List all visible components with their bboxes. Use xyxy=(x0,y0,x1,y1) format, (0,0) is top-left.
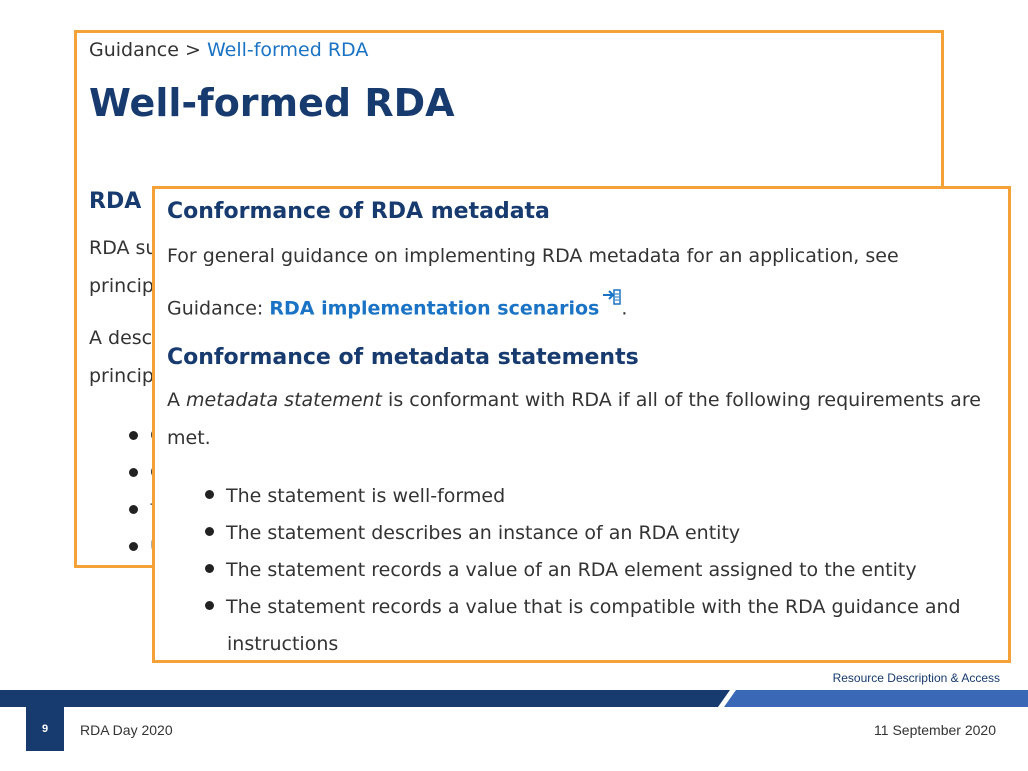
requirements-intro: A metadata statement is conformant with … xyxy=(167,389,981,411)
footer-band xyxy=(0,690,1028,707)
list-item: The statement describes an instance of a… xyxy=(205,522,740,544)
external-link-icon[interactable] xyxy=(601,289,622,312)
slide-number: 9 xyxy=(26,707,64,751)
term-metadata-statement: metadata statement xyxy=(186,389,382,411)
section-heading: RDA xyxy=(89,189,142,214)
paragraph-line: princip xyxy=(89,275,154,297)
statements-heading: Conformance of metadata statements xyxy=(167,345,639,370)
breadcrumb-current-link[interactable]: Well-formed RDA xyxy=(206,39,369,61)
rda-implementation-scenarios-link[interactable]: RDA implementation scenarios xyxy=(269,297,600,320)
list-item: The statement is well-formed xyxy=(205,485,505,507)
event-date: 11 September 2020 xyxy=(874,722,996,738)
brand-tagline: Resource Description & Access xyxy=(832,671,1000,685)
list-item: The statement records a value of an RDA … xyxy=(205,559,917,581)
conformance-heading: Conformance of RDA metadata xyxy=(167,199,550,224)
paragraph-line: princip xyxy=(89,365,154,387)
paragraph-line: RDA su xyxy=(89,237,158,259)
breadcrumb-separator: > xyxy=(184,39,201,61)
guidance-paragraph: For general guidance on implementing RDA… xyxy=(167,245,899,267)
front-page-screenshot: Conformance of RDA metadata For general … xyxy=(152,186,1011,663)
list-item-continuation: instructions xyxy=(227,633,339,655)
breadcrumb: Guidance > Well-formed RDA xyxy=(89,39,368,61)
requirements-intro-line2: met. xyxy=(167,427,211,449)
breadcrumb-parent-link[interactable]: Guidance xyxy=(89,39,179,61)
page-title: Well-formed RDA xyxy=(89,81,455,125)
list-item: The statement records a value that is co… xyxy=(205,596,961,618)
guidance-link-line: Guidance: RDA implementation scenarios. xyxy=(167,289,627,319)
event-name: RDA Day 2020 xyxy=(80,722,173,738)
paragraph-line: A desc xyxy=(89,327,153,349)
